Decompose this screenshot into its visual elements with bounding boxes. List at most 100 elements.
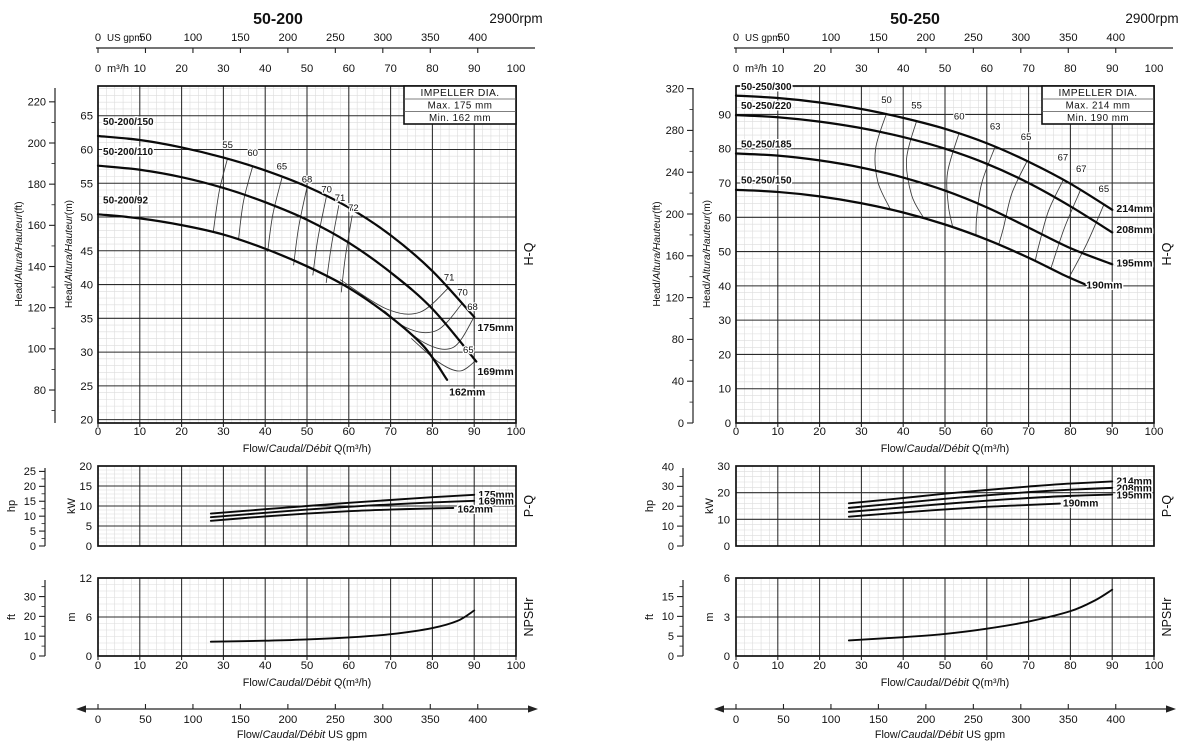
svg-text:40: 40 bbox=[662, 461, 674, 473]
npsh-m-unit: m bbox=[66, 612, 78, 621]
impeller-max: Max. 214 mm bbox=[1066, 101, 1131, 112]
svg-text:0: 0 bbox=[724, 651, 730, 663]
model-label: 50-200/92 bbox=[103, 196, 148, 207]
svg-text:20: 20 bbox=[80, 415, 93, 427]
svg-text:20: 20 bbox=[717, 488, 730, 500]
svg-text:100: 100 bbox=[1145, 660, 1164, 672]
svg-text:350: 350 bbox=[421, 714, 440, 726]
svg-text:20: 20 bbox=[813, 63, 825, 75]
svg-text:40: 40 bbox=[259, 63, 271, 75]
svg-text:40: 40 bbox=[259, 426, 272, 438]
efficiency-label: 60 bbox=[247, 148, 258, 159]
svg-text:70: 70 bbox=[384, 660, 397, 672]
svg-text:70: 70 bbox=[1022, 63, 1034, 75]
svg-text:100: 100 bbox=[184, 714, 203, 726]
head-ft-axis-label: Head/Altura/Hauteur(ft) bbox=[652, 201, 663, 306]
efficiency-line bbox=[340, 279, 450, 315]
efficiency-line bbox=[874, 113, 891, 210]
model-label: 50-250/150 bbox=[741, 175, 792, 186]
svg-text:40: 40 bbox=[897, 63, 909, 75]
gpm-unit: US gpm bbox=[107, 33, 142, 44]
svg-text:80: 80 bbox=[718, 144, 731, 156]
efficiency-line bbox=[1069, 204, 1105, 278]
svg-text:350: 350 bbox=[421, 32, 440, 44]
svg-text:0: 0 bbox=[95, 714, 101, 726]
efficiency-label: 68 bbox=[302, 175, 313, 186]
svg-text:200: 200 bbox=[666, 209, 684, 221]
efficiency-line bbox=[1034, 179, 1064, 261]
svg-text:10: 10 bbox=[718, 384, 731, 396]
svg-text:400: 400 bbox=[468, 714, 487, 726]
svg-text:80: 80 bbox=[672, 334, 684, 346]
hq-curve-169mm bbox=[96, 164, 478, 363]
svg-text:40: 40 bbox=[897, 660, 910, 672]
svg-text:60: 60 bbox=[981, 660, 994, 672]
hq-curve-195mm bbox=[734, 152, 1114, 266]
impeller-min: Min. 190 mm bbox=[1067, 113, 1129, 124]
efficiency-label: 65 bbox=[277, 162, 288, 173]
svg-text:10: 10 bbox=[662, 611, 674, 623]
svg-text:0: 0 bbox=[733, 660, 739, 672]
svg-text:10: 10 bbox=[134, 63, 146, 75]
pq-plot bbox=[735, 465, 1155, 547]
efficiency-line bbox=[1050, 189, 1081, 270]
impeller-max: Max. 175 mm bbox=[428, 101, 493, 112]
svg-text:60: 60 bbox=[981, 63, 993, 75]
svg-text:10: 10 bbox=[79, 501, 92, 513]
gpm-axis-title: Flow/Caudal/Débit US gpm bbox=[875, 729, 1005, 741]
m3h-unit: m³/h bbox=[745, 63, 767, 75]
npsh-m-unit: m bbox=[704, 612, 716, 621]
svg-text:70: 70 bbox=[384, 63, 396, 75]
pq-curve-175mm bbox=[209, 493, 476, 515]
svg-text:30: 30 bbox=[855, 63, 867, 75]
svg-text:100: 100 bbox=[822, 714, 841, 726]
svg-text:200: 200 bbox=[916, 714, 935, 726]
head-m-axis-label: Head/Altura/Hauteur(m) bbox=[64, 200, 75, 308]
svg-text:30: 30 bbox=[855, 660, 868, 672]
impeller-box-title: IMPELLER DIA. bbox=[420, 88, 499, 99]
hq-curve-214mm bbox=[734, 94, 1114, 211]
flow-axis-title-npsh: Flow/Caudal/Débit Q(m³/h) bbox=[243, 677, 371, 689]
efficiency-line bbox=[975, 146, 996, 236]
pq-diameter-label: 190mm bbox=[1063, 498, 1099, 509]
efficiency-line bbox=[293, 186, 308, 266]
hp-unit: hp bbox=[644, 500, 656, 512]
gpm-axis-title: Flow/Caudal/Débit US gpm bbox=[237, 729, 367, 741]
svg-text:180: 180 bbox=[28, 179, 46, 191]
diameter-label: 190mm bbox=[1086, 280, 1122, 292]
svg-text:100: 100 bbox=[507, 660, 526, 672]
svg-text:100: 100 bbox=[507, 63, 526, 75]
svg-text:20: 20 bbox=[813, 660, 826, 672]
svg-text:6: 6 bbox=[724, 573, 730, 585]
svg-text:20: 20 bbox=[24, 481, 36, 493]
svg-text:0: 0 bbox=[668, 541, 674, 553]
svg-text:0: 0 bbox=[733, 63, 739, 75]
pq-diameter-label: 162mm bbox=[457, 505, 493, 516]
svg-text:25: 25 bbox=[24, 466, 36, 478]
svg-text:250: 250 bbox=[964, 714, 983, 726]
efficiency-line bbox=[946, 132, 960, 227]
axis-arrow-left bbox=[76, 705, 86, 713]
impeller-box bbox=[1041, 85, 1155, 125]
svg-text:320: 320 bbox=[666, 83, 684, 95]
svg-text:150: 150 bbox=[869, 32, 888, 44]
npsh-side-label: NPSHr bbox=[1160, 598, 1174, 637]
svg-text:90: 90 bbox=[1106, 63, 1118, 75]
svg-text:80: 80 bbox=[1064, 426, 1077, 438]
efficiency-label: 63 bbox=[990, 122, 1001, 133]
efficiency-line bbox=[411, 338, 476, 372]
svg-text:10: 10 bbox=[24, 631, 36, 643]
svg-text:20: 20 bbox=[175, 63, 187, 75]
diameter-label: 175mm bbox=[478, 322, 514, 334]
efficiency-label: 50 bbox=[881, 95, 892, 106]
svg-text:70: 70 bbox=[384, 426, 397, 438]
svg-text:100: 100 bbox=[822, 32, 841, 44]
svg-text:40: 40 bbox=[259, 660, 272, 672]
svg-text:0: 0 bbox=[725, 418, 731, 430]
efficiency-line bbox=[238, 165, 254, 241]
kw-unit: kW bbox=[704, 497, 716, 514]
svg-text:60: 60 bbox=[80, 144, 93, 156]
flow-axis-title-npsh: Flow/Caudal/Débit Q(m³/h) bbox=[881, 677, 1009, 689]
svg-text:30: 30 bbox=[718, 315, 731, 327]
